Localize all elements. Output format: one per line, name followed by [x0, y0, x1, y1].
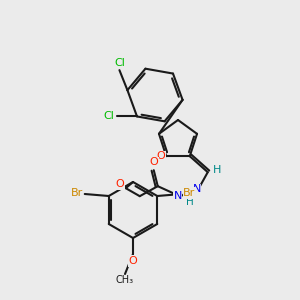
Text: H: H — [186, 197, 194, 207]
Text: Cl: Cl — [114, 58, 125, 68]
Text: N: N — [174, 191, 182, 201]
Text: O: O — [157, 151, 166, 161]
Text: Br: Br — [70, 188, 83, 198]
Text: O: O — [129, 256, 137, 266]
Text: O: O — [116, 179, 124, 189]
Text: H: H — [213, 165, 221, 175]
Text: Cl: Cl — [103, 111, 114, 122]
Text: O: O — [149, 157, 158, 167]
Text: N: N — [193, 184, 201, 194]
Text: Br: Br — [183, 188, 195, 198]
Text: CH₃: CH₃ — [116, 275, 134, 285]
